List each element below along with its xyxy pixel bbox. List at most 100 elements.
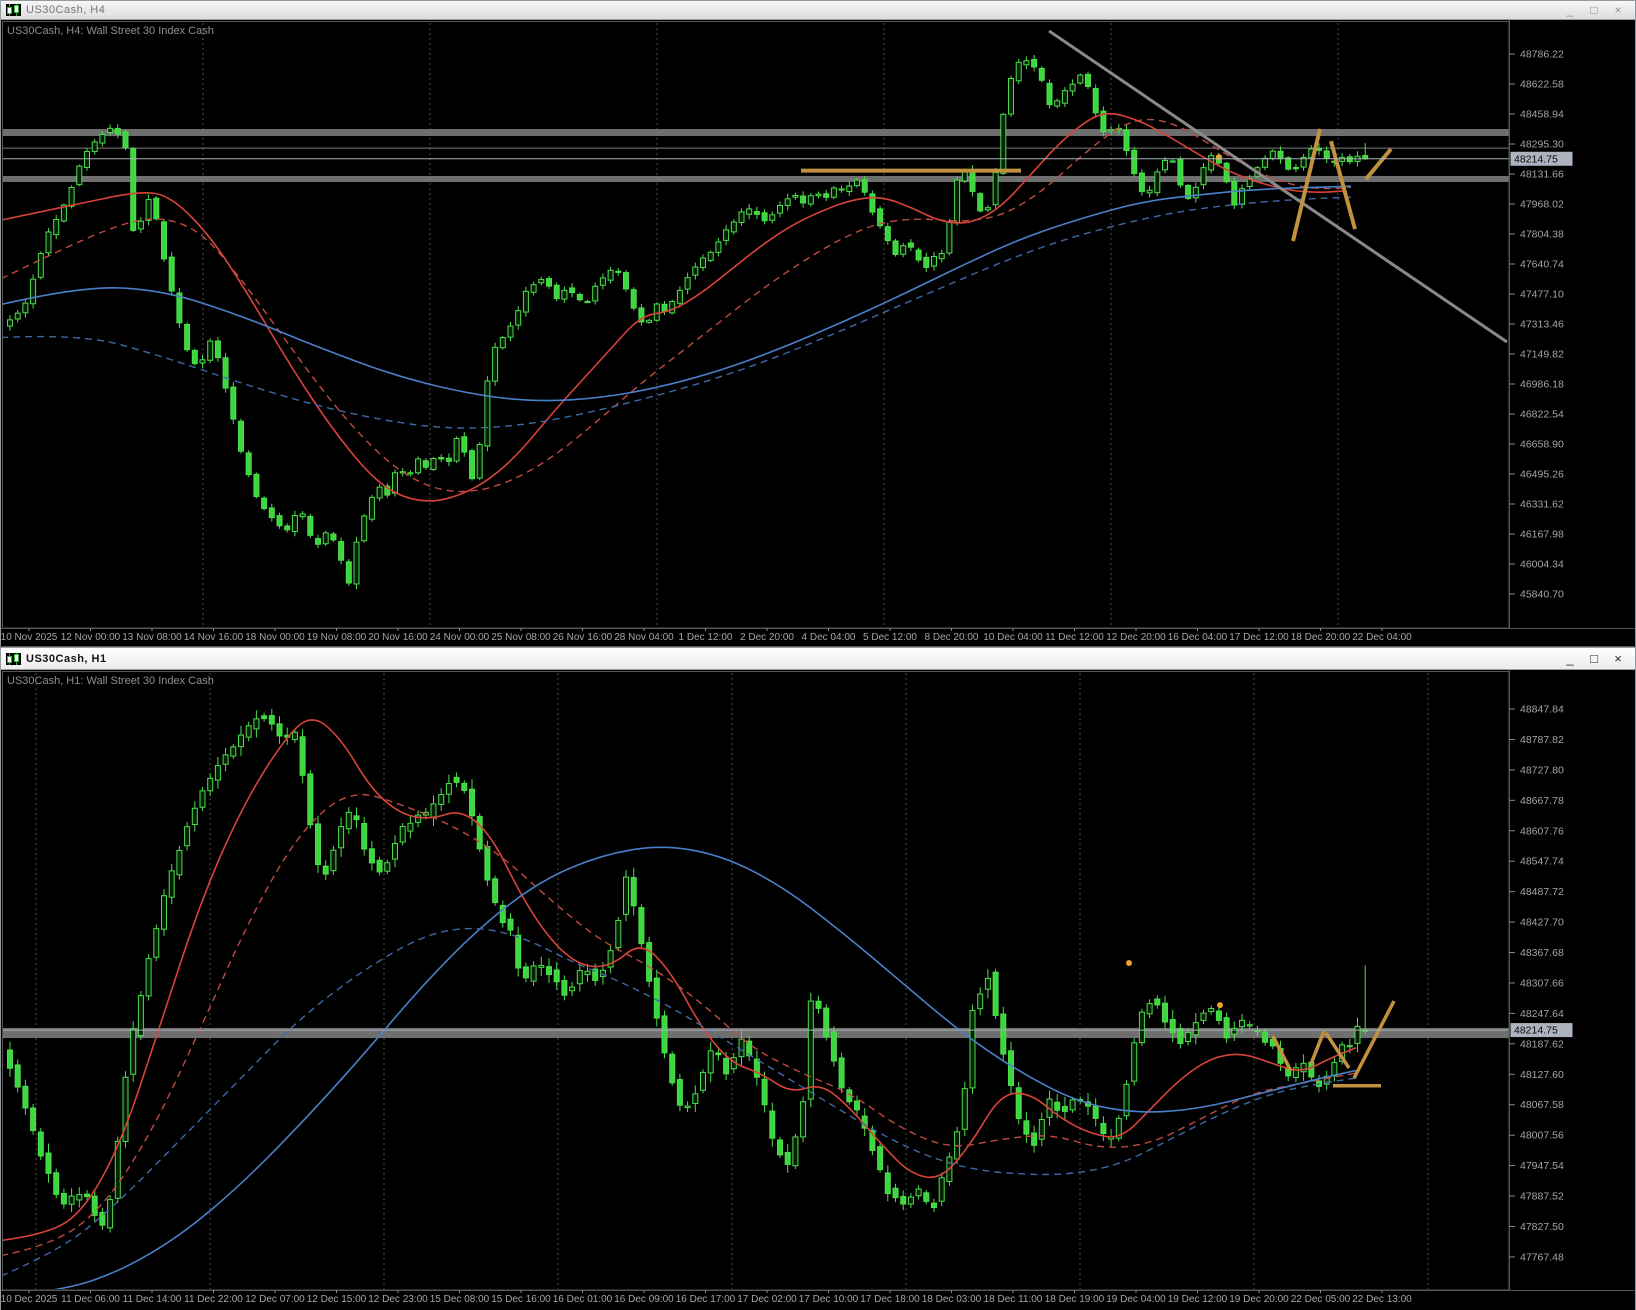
svg-text:46167.98: 46167.98 — [1520, 529, 1564, 541]
close-button[interactable]: × — [1614, 3, 1622, 17]
drawn-segment — [1309, 1030, 1326, 1065]
candlestick-series — [3, 708, 1369, 1289]
candlestick-series — [3, 54, 1369, 590]
svg-text:46658.90: 46658.90 — [1520, 439, 1564, 451]
drawn-segment — [1352, 1000, 1396, 1079]
svg-text:22 Dec 13:00: 22 Dec 13:00 — [1352, 1294, 1412, 1305]
svg-text:12 Dec 20:00: 12 Dec 20:00 — [1106, 632, 1166, 643]
svg-text:1 Dec 12:00: 1 Dec 12:00 — [679, 632, 733, 643]
svg-text:18 Dec 20:00: 18 Dec 20:00 — [1291, 632, 1351, 643]
ma-red-solid — [3, 112, 1347, 502]
svg-text:13 Nov 08:00: 13 Nov 08:00 — [122, 632, 182, 643]
current-price-tag — [1510, 1023, 1573, 1038]
svg-text:5 Dec 12:00: 5 Dec 12:00 — [863, 632, 917, 643]
svg-text:10 Dec 04:00: 10 Dec 04:00 — [983, 632, 1043, 643]
svg-text:48214.75: 48214.75 — [1514, 153, 1558, 165]
signal-dot-marker — [1217, 1002, 1223, 1009]
window-titlebar-h1[interactable]: US30Cash, H1 _ □ × — [1, 648, 1635, 670]
svg-text:2 Dec 20:00: 2 Dec 20:00 — [740, 632, 794, 643]
svg-text:16 Dec 04:00: 16 Dec 04:00 — [1168, 632, 1228, 643]
svg-text:26 Nov 16:00: 26 Nov 16:00 — [553, 632, 613, 643]
svg-text:28 Nov 04:00: 28 Nov 04:00 — [614, 632, 674, 643]
support-resistance-band — [3, 129, 1509, 136]
drawn-segment — [1271, 1035, 1293, 1072]
window-title: US30Cash, H4 — [26, 4, 106, 16]
window-titlebar-h4[interactable]: US30Cash, H4 _ □ × — [1, 1, 1635, 20]
chart-area-h1[interactable]: 48847.84 48787.82 48727.80 48667.78 48607.76… — [1, 670, 1635, 1310]
drawn-segment — [1324, 1032, 1351, 1069]
ma-red-dashed — [3, 118, 1352, 493]
svg-text:48214.75: 48214.75 — [1514, 1025, 1558, 1037]
svg-text:22 Dec 04:00: 22 Dec 04:00 — [1352, 632, 1412, 643]
svg-text:47767.48: 47767.48 — [1520, 1251, 1564, 1263]
chart-window-h4: US30Cash, H4 _ □ × 48786.22 48622.58 48458… — [0, 0, 1636, 646]
svg-text:46822.54: 46822.54 — [1520, 409, 1564, 421]
svg-text:10 Nov 2025: 10 Nov 2025 — [1, 632, 58, 643]
ma-blue-dashed — [3, 196, 1352, 429]
svg-text:47968.02: 47968.02 — [1520, 199, 1564, 211]
svg-text:4 Dec 04:00: 4 Dec 04:00 — [802, 632, 856, 643]
price-chart-h4[interactable]: 48786.22 48622.58 48458.94 48295.30 48131.66… — [1, 20, 1635, 646]
current-price-tag — [1510, 151, 1573, 166]
svg-text:14 Nov 16:00: 14 Nov 16:00 — [184, 632, 244, 643]
price-chart-h1[interactable]: 48847.84 48787.82 48727.80 48667.78 48607.76… — [1, 670, 1635, 1310]
svg-text:16 Dec 09:00: 16 Dec 09:00 — [614, 1294, 674, 1305]
svg-text:11 Dec 22:00: 11 Dec 22:00 — [184, 1294, 243, 1305]
svg-text:12 Nov 00:00: 12 Nov 00:00 — [61, 632, 121, 643]
svg-text:11 Dec 06:00: 11 Dec 06:00 — [61, 1294, 120, 1305]
svg-text:10 Dec 2025: 10 Dec 2025 — [1, 1294, 58, 1305]
minimize-button[interactable]: _ — [1566, 650, 1574, 666]
minimize-button[interactable]: _ — [1566, 3, 1574, 17]
svg-text:17 Dec 10:00: 17 Dec 10:00 — [799, 1294, 859, 1305]
ma-red-dashed — [3, 793, 1357, 1256]
maximize-button[interactable]: □ — [1590, 3, 1598, 17]
svg-text:11 Dec 12:00: 11 Dec 12:00 — [1045, 632, 1104, 643]
chart-area-h4[interactable]: 48786.22 48622.58 48458.94 48295.30 48131.66… — [1, 20, 1635, 646]
svg-text:47804.38: 47804.38 — [1520, 229, 1564, 241]
drawn-segment — [1291, 128, 1322, 242]
svg-text:48547.74: 48547.74 — [1520, 856, 1564, 868]
svg-text:47477.10: 47477.10 — [1520, 289, 1564, 301]
svg-text:48307.66: 48307.66 — [1520, 977, 1564, 989]
svg-text:47313.46: 47313.46 — [1520, 319, 1564, 331]
svg-text:24 Nov 00:00: 24 Nov 00:00 — [430, 632, 490, 643]
chart-window-h1: US30Cash, H1 _ □ × 48847.84 48787.82 48727… — [0, 647, 1636, 1310]
candlestick-chart-icon — [6, 652, 21, 665]
svg-text:46495.26: 46495.26 — [1520, 469, 1564, 481]
svg-text:46004.34: 46004.34 — [1520, 559, 1564, 571]
svg-text:19 Dec 12:00: 19 Dec 12:00 — [1168, 1294, 1228, 1305]
svg-text:48847.84: 48847.84 — [1520, 704, 1564, 716]
svg-text:18 Dec 03:00: 18 Dec 03:00 — [922, 1294, 982, 1305]
ma-red-solid — [3, 719, 1357, 1241]
svg-text:47887.52: 47887.52 — [1520, 1191, 1564, 1203]
ma-blue-solid — [53, 846, 1357, 1289]
svg-text:47149.82: 47149.82 — [1520, 349, 1564, 361]
svg-text:8 Dec 20:00: 8 Dec 20:00 — [925, 632, 979, 643]
svg-text:22 Dec 05:00: 22 Dec 05:00 — [1291, 1294, 1351, 1305]
svg-text:17 Dec 12:00: 17 Dec 12:00 — [1229, 632, 1289, 643]
svg-text:48427.70: 48427.70 — [1520, 917, 1564, 929]
signal-dot-marker — [1126, 960, 1132, 967]
svg-text:48487.72: 48487.72 — [1520, 886, 1564, 898]
svg-text:47827.50: 47827.50 — [1520, 1221, 1564, 1233]
svg-text:48367.68: 48367.68 — [1520, 947, 1564, 959]
svg-text:19 Dec 04:00: 19 Dec 04:00 — [1106, 1294, 1166, 1305]
svg-text:11 Dec 14:00: 11 Dec 14:00 — [123, 1294, 182, 1305]
svg-text:12 Dec 07:00: 12 Dec 07:00 — [245, 1294, 305, 1305]
svg-text:17 Dec 02:00: 17 Dec 02:00 — [737, 1294, 797, 1305]
support-resistance-band — [3, 1027, 1509, 1039]
svg-text:19 Nov 08:00: 19 Nov 08:00 — [307, 632, 367, 643]
svg-text:48007.56: 48007.56 — [1520, 1130, 1564, 1142]
support-resistance-band — [3, 175, 1509, 183]
chart-symbol-label: US30Cash, H4: Wall Street 30 Index Cash — [7, 25, 214, 37]
svg-text:18 Dec 19:00: 18 Dec 19:00 — [1045, 1294, 1105, 1305]
svg-text:12 Dec 23:00: 12 Dec 23:00 — [368, 1294, 428, 1305]
svg-text:48295.30: 48295.30 — [1520, 139, 1564, 151]
svg-text:18 Dec 11:00: 18 Dec 11:00 — [984, 1294, 1043, 1305]
svg-text:48667.78: 48667.78 — [1520, 795, 1564, 807]
window-title: US30Cash, H1 — [26, 652, 107, 665]
svg-text:45840.70: 45840.70 — [1520, 589, 1564, 601]
close-button[interactable]: × — [1614, 650, 1622, 666]
svg-text:47947.54: 47947.54 — [1520, 1160, 1564, 1172]
maximize-button[interactable]: □ — [1590, 650, 1598, 666]
